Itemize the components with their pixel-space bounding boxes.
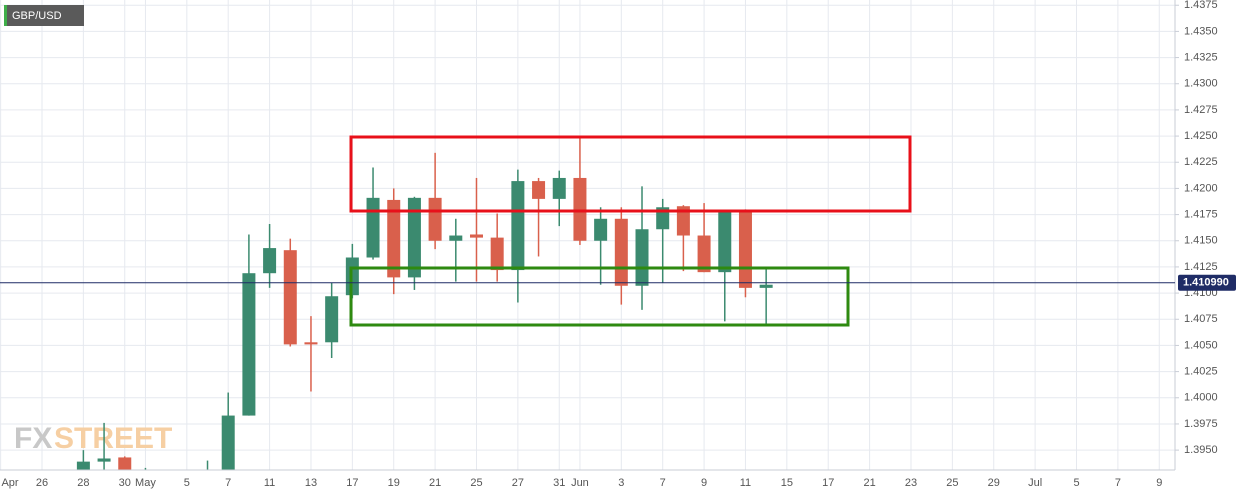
candle-body: [759, 284, 773, 288]
y-tick-label: 1.4125: [1184, 261, 1218, 273]
x-tick-label: 23: [905, 477, 917, 489]
current-price-label: 1.410990: [1183, 277, 1229, 289]
candle-body: [594, 218, 608, 241]
x-tick-label: 9: [701, 477, 707, 489]
x-tick-label: May: [135, 477, 156, 489]
y-tick-label: 1.4350: [1184, 25, 1218, 37]
x-tick-label: 11: [264, 477, 275, 489]
candle-body: [263, 248, 277, 274]
y-tick-label: 1.4150: [1184, 235, 1218, 247]
x-tick-label: 25: [946, 477, 958, 489]
candle-body: [738, 211, 752, 288]
y-tick-label: 1.4275: [1184, 104, 1218, 116]
x-tick-label: 30: [119, 477, 131, 489]
x-tick-label: 28: [77, 477, 89, 489]
candle-body: [304, 342, 318, 345]
x-tick-label: 13: [305, 477, 317, 489]
x-tick-label: 11: [740, 477, 751, 489]
y-tick-label: 1.3975: [1184, 418, 1218, 430]
x-tick-label: 7: [660, 477, 666, 489]
x-tick-label: 21: [863, 477, 875, 489]
grid: [0, 0, 1175, 470]
y-tick-label: 1.4050: [1184, 339, 1218, 351]
candle-body: [407, 197, 421, 278]
x-tick-label: 27: [512, 477, 524, 489]
candle-body: [656, 207, 670, 230]
candle-body: [242, 273, 256, 416]
candle-body: [511, 181, 525, 271]
current-price-box: [1178, 274, 1236, 291]
y-tick-label: 1.4200: [1184, 182, 1218, 194]
x-tick-label: 26: [36, 477, 48, 489]
candle-body: [552, 177, 566, 199]
candle-body: [469, 234, 483, 238]
candle-body: [221, 415, 235, 470]
candle-body: [118, 457, 132, 470]
y-tick-label: 1.4250: [1184, 130, 1218, 142]
candle-body: [449, 235, 463, 241]
candle-body: [76, 461, 90, 470]
candle-body: [201, 482, 214, 492]
resistance-box: [349, 135, 912, 213]
x-tick-label: Jul: [1028, 477, 1042, 489]
x-tick-label: 29: [988, 477, 1000, 489]
chart-title: GBP/USD: [12, 10, 62, 22]
x-tick-label: 5: [184, 477, 190, 489]
y-tick-label: 1.4025: [1184, 366, 1218, 378]
candle-body: [490, 237, 504, 271]
candle-body: [366, 197, 380, 258]
watermark-street: STREET: [54, 422, 172, 455]
x-tick-label: 21: [429, 477, 441, 489]
y-tick-label: 1.4225: [1184, 156, 1218, 168]
x-tick-label: Jun: [571, 477, 589, 489]
x-tick-label: 7: [1115, 477, 1121, 489]
y-tick-label: 1.4175: [1184, 208, 1218, 220]
x-tick-label: 7: [225, 477, 231, 489]
x-tick-label: 19: [388, 477, 400, 489]
y-tick-label: 1.4300: [1184, 78, 1218, 90]
candle-body: [697, 235, 711, 273]
x-tick-label: 9: [1156, 477, 1162, 489]
candle-body: [387, 199, 401, 278]
x-tick-label: 31: [553, 477, 565, 489]
candle-body: [676, 206, 690, 236]
x-tick-label: 25: [470, 477, 482, 489]
y-tick-label: 1.4325: [1184, 51, 1218, 63]
y-tick-label: 1.4000: [1184, 392, 1218, 404]
candle-body: [428, 197, 442, 241]
x-tick-label: 17: [822, 477, 834, 489]
x-tick-label: 5: [1073, 477, 1079, 489]
x-tick-label: 17: [346, 477, 358, 489]
candle-body: [573, 177, 587, 241]
title-box: [4, 5, 84, 26]
x-tick-label: 3: [618, 477, 624, 489]
candle-body: [97, 458, 111, 462]
x-tick-label: 15: [781, 477, 793, 489]
x-tick-label: Apr: [1, 477, 18, 489]
title-stripe: [4, 5, 7, 26]
candle-body: [532, 181, 546, 199]
candle-body: [718, 211, 732, 273]
candle-body: [325, 296, 339, 343]
y-tick-label: 1.4075: [1184, 313, 1218, 325]
watermark-fx: FX: [14, 422, 52, 455]
candle-body: [635, 229, 649, 286]
support-box: [349, 266, 850, 327]
candle-body: [283, 250, 297, 345]
y-tick-label: 1.3950: [1184, 444, 1218, 456]
candle-body: [614, 218, 628, 286]
candles: [76, 138, 773, 492]
y-tick-label: 1.4375: [1184, 0, 1218, 11]
